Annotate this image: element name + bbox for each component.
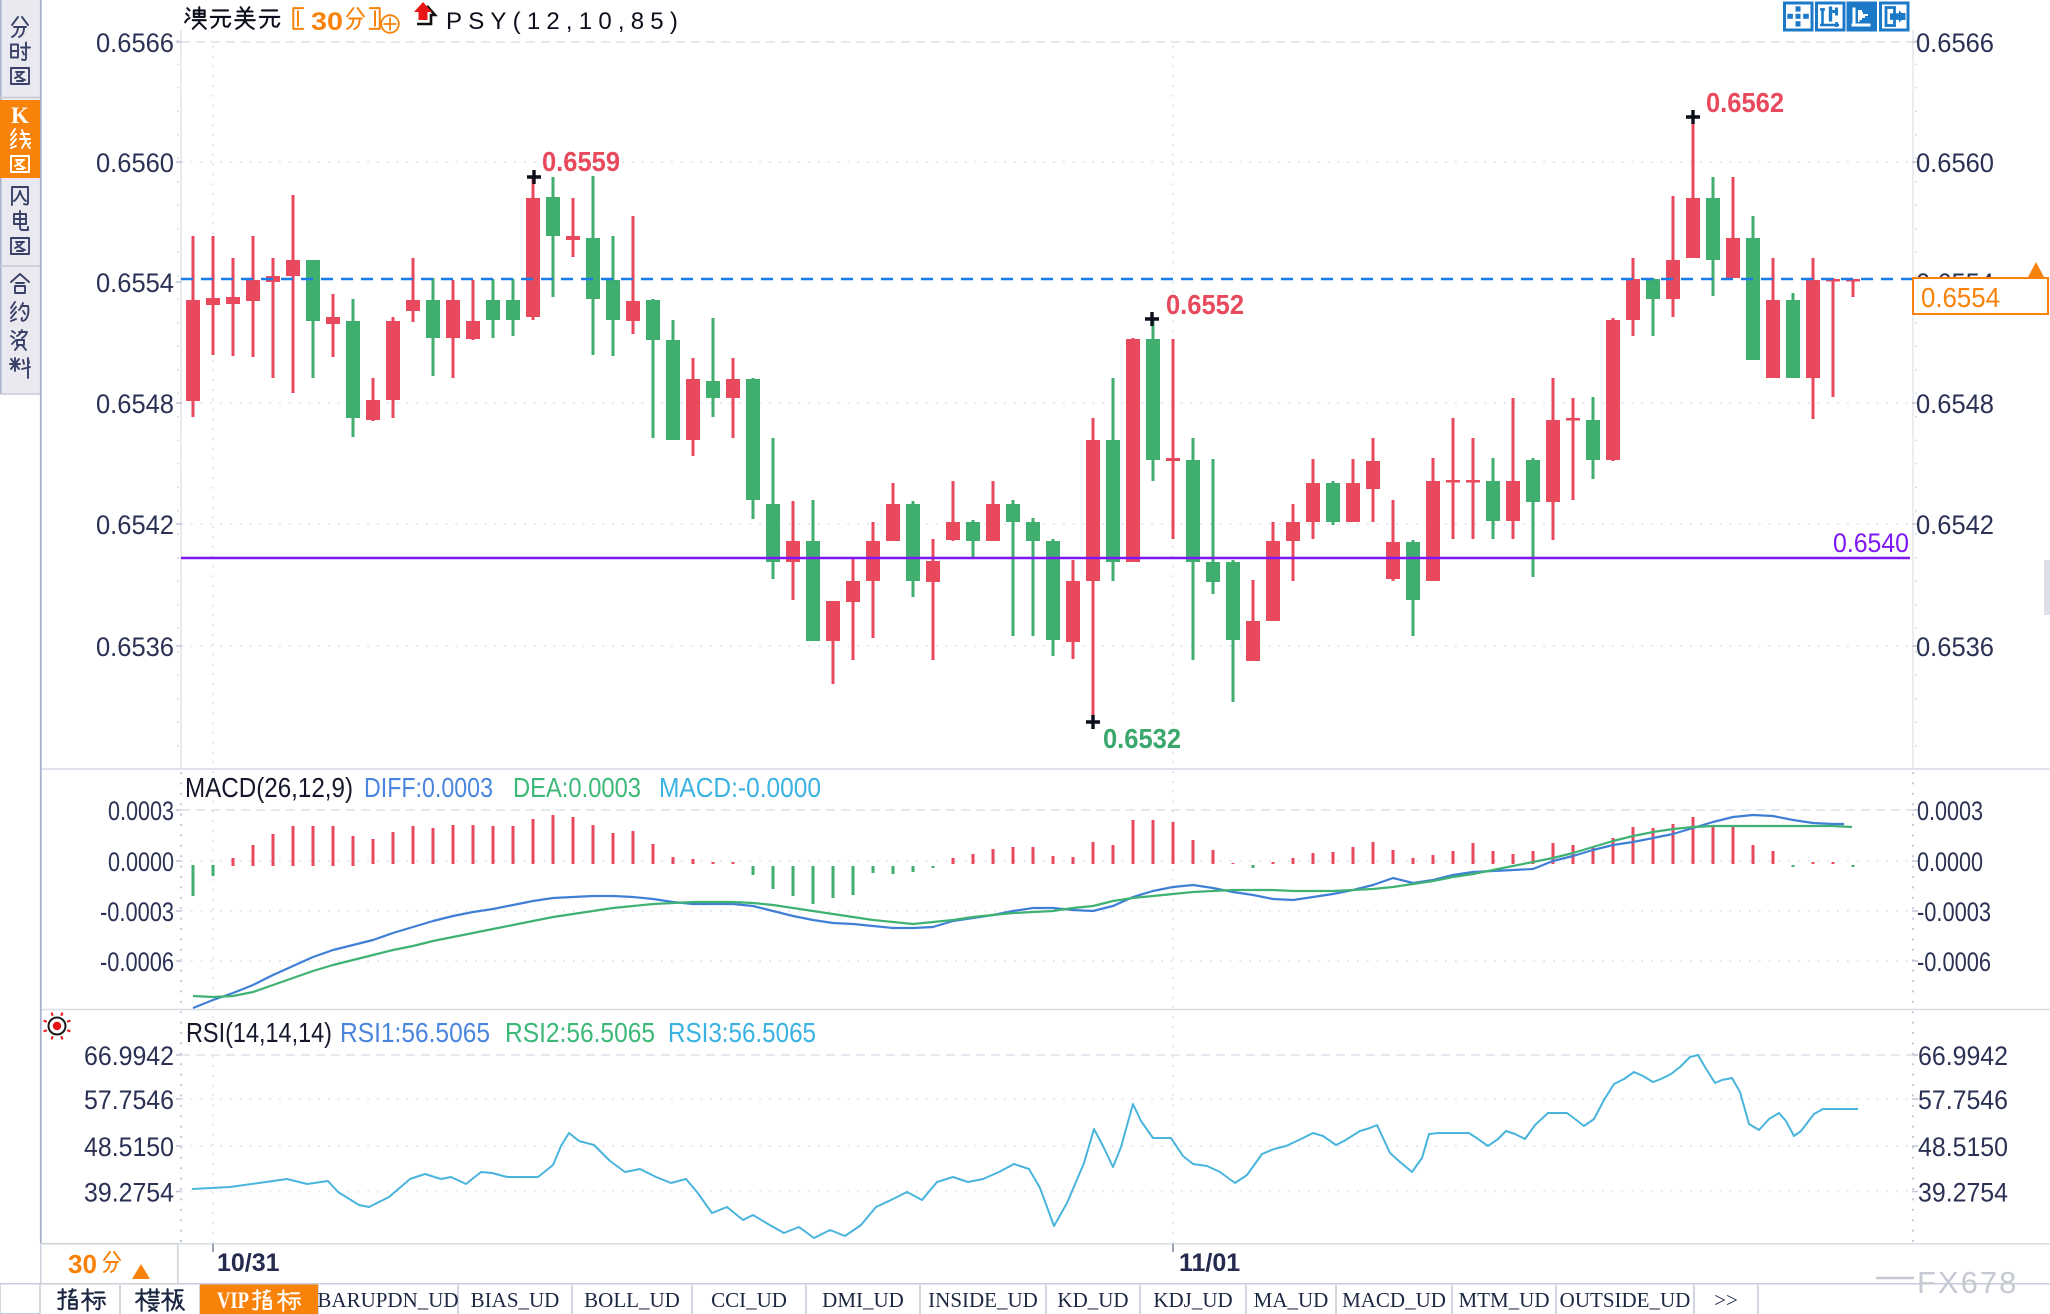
- svg-text:BIAS_UD: BIAS_UD: [471, 1288, 560, 1312]
- svg-text:RSI3:56.5065: RSI3:56.5065: [668, 1017, 816, 1048]
- svg-text:0.6554: 0.6554: [96, 268, 174, 298]
- svg-text:PSY(12,10,85): PSY(12,10,85): [446, 8, 684, 35]
- svg-text:0.0000: 0.0000: [1917, 847, 1983, 877]
- svg-text:RSI1:56.5065: RSI1:56.5065: [340, 1017, 490, 1048]
- svg-text:-0.0003: -0.0003: [1917, 897, 1991, 927]
- svg-text:30: 30: [68, 1249, 97, 1279]
- svg-text:66.9942: 66.9942: [1918, 1041, 2008, 1071]
- svg-text:CCI_UD: CCI_UD: [711, 1288, 787, 1312]
- svg-text:RSI2:56.5065: RSI2:56.5065: [505, 1017, 655, 1048]
- svg-text:39.2754: 39.2754: [84, 1178, 174, 1208]
- svg-text:0.0000: 0.0000: [108, 847, 174, 877]
- svg-text:MACD:-0.0000: MACD:-0.0000: [659, 772, 821, 803]
- svg-text:MA_UD: MA_UD: [1254, 1288, 1329, 1312]
- svg-text:48.5150: 48.5150: [1918, 1132, 2008, 1162]
- svg-text:0.0003: 0.0003: [1917, 796, 1983, 826]
- svg-text:0.6542: 0.6542: [1916, 510, 1994, 540]
- svg-text:0.6536: 0.6536: [96, 632, 174, 662]
- svg-text:39.2754: 39.2754: [1918, 1178, 2008, 1208]
- svg-text:0.0003: 0.0003: [108, 796, 174, 826]
- svg-text:0.6548: 0.6548: [96, 389, 174, 419]
- svg-text:>>: >>: [1714, 1288, 1738, 1312]
- svg-text:0.6566: 0.6566: [1916, 28, 1994, 58]
- svg-text:30: 30: [311, 8, 343, 36]
- svg-text:BARUPDN_UD: BARUPDN_UD: [317, 1288, 458, 1312]
- svg-text:48.5150: 48.5150: [84, 1132, 174, 1162]
- svg-text:MACD(26,12,9): MACD(26,12,9): [185, 772, 353, 803]
- svg-text:K: K: [11, 103, 29, 128]
- svg-text:0.6560: 0.6560: [96, 148, 174, 178]
- svg-text:INSIDE_UD: INSIDE_UD: [928, 1288, 1038, 1312]
- svg-text:DIFF:0.0003: DIFF:0.0003: [364, 772, 493, 803]
- svg-text:DMI_UD: DMI_UD: [822, 1288, 904, 1312]
- svg-text:-0.0006: -0.0006: [1917, 947, 1991, 977]
- svg-text:0.6554: 0.6554: [1921, 282, 2000, 313]
- svg-text:0.6552: 0.6552: [1166, 289, 1244, 320]
- svg-text:KD_UD: KD_UD: [1057, 1288, 1128, 1312]
- svg-text:0.6560: 0.6560: [1916, 148, 1994, 178]
- svg-text:57.7546: 57.7546: [84, 1085, 174, 1115]
- svg-text:-0.0003: -0.0003: [100, 897, 174, 927]
- svg-text:MACD_UD: MACD_UD: [1342, 1288, 1446, 1312]
- svg-text:-0.0006: -0.0006: [100, 947, 174, 977]
- svg-text:0.6548: 0.6548: [1916, 389, 1994, 419]
- svg-text:0.6536: 0.6536: [1916, 632, 1994, 662]
- svg-text:0.6532: 0.6532: [1103, 723, 1181, 754]
- svg-text:66.9942: 66.9942: [84, 1041, 174, 1071]
- svg-text:11/01: 11/01: [1179, 1249, 1240, 1277]
- svg-text:VIP: VIP: [217, 1288, 249, 1313]
- svg-text:0.6540: 0.6540: [1833, 528, 1909, 558]
- svg-text:OUTSIDE_UD: OUTSIDE_UD: [1560, 1288, 1691, 1312]
- svg-text:0.6562: 0.6562: [1706, 87, 1784, 118]
- svg-text:57.7546: 57.7546: [1918, 1085, 2008, 1115]
- svg-text:KDJ_UD: KDJ_UD: [1153, 1288, 1232, 1312]
- svg-text:0.6566: 0.6566: [96, 28, 174, 58]
- svg-text:DEA:0.0003: DEA:0.0003: [513, 772, 641, 803]
- svg-text:BOLL_UD: BOLL_UD: [584, 1288, 680, 1312]
- svg-text:0.6559: 0.6559: [542, 146, 620, 177]
- svg-text:0.6542: 0.6542: [96, 510, 174, 540]
- svg-text:10/31: 10/31: [217, 1249, 280, 1277]
- svg-text:MTM_UD: MTM_UD: [1458, 1288, 1549, 1312]
- svg-text:RSI(14,14,14): RSI(14,14,14): [186, 1017, 332, 1048]
- svg-text:FX678: FX678: [1917, 1265, 2018, 1300]
